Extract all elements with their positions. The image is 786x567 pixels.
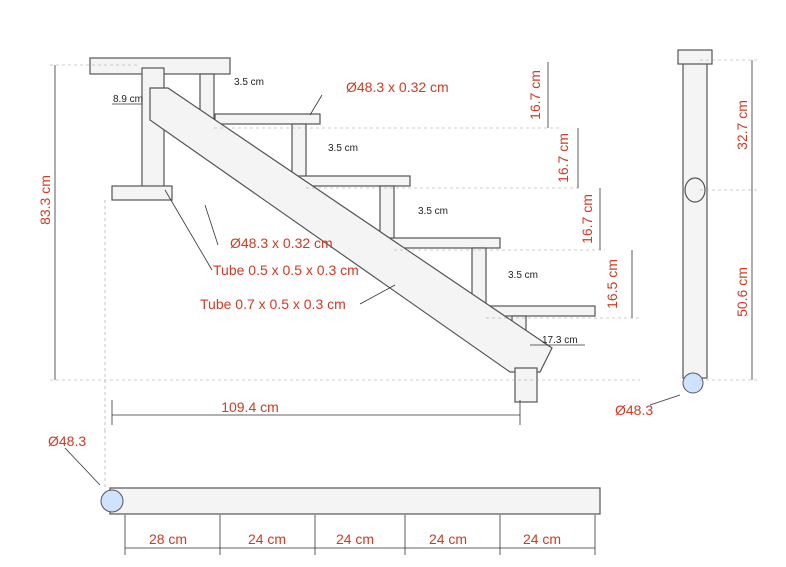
callout: Ø48.3 x 0.32 cm	[346, 79, 449, 95]
callout: Ø48.3	[48, 433, 86, 449]
dimension: 24 cm	[523, 531, 561, 547]
dimension: 16.5 cm	[604, 259, 620, 309]
callout: Ø48.3	[615, 402, 653, 418]
dimension: 28 cm	[149, 531, 187, 547]
front-view: 32.7 cm 50.6 cm Ø48.3	[615, 49, 760, 418]
callout: Tube 0.5 x 0.5 x 0.3 cm	[213, 262, 359, 278]
dimension: 16.7 cm	[579, 194, 595, 244]
dimension: 109.4 cm	[221, 399, 279, 415]
dimension: 3.5 cm	[328, 143, 358, 154]
dimension: 17.3 cm	[542, 335, 578, 346]
dimension: 3.5 cm	[234, 77, 264, 88]
dimension: 8.9 cm	[113, 94, 143, 105]
dimension: 16.7 cm	[555, 133, 571, 183]
dimension: 24 cm	[248, 531, 286, 547]
dimension: 50.6 cm	[734, 267, 750, 317]
dimension: 83.3 cm	[37, 175, 53, 225]
dimension: 24 cm	[336, 531, 374, 547]
dimension: 3.5 cm	[418, 206, 448, 217]
callout: Tube 0.7 x 0.5 x 0.3 cm	[200, 296, 346, 312]
side-view: 83.3 cm 109.4 cm 8.9 cm 16.7 cm 16.7 cm …	[37, 57, 640, 430]
callout: Ø48.3 x 0.32 cm	[230, 235, 333, 251]
top-view: Ø48.3 28 cm 24 cm 24 cm 24 cm 24 cm	[48, 430, 601, 555]
dimension: 16.7 cm	[527, 70, 543, 120]
dimension: 32.7 cm	[734, 100, 750, 150]
dimension: 24 cm	[429, 531, 467, 547]
dimension: 3.5 cm	[508, 270, 538, 281]
